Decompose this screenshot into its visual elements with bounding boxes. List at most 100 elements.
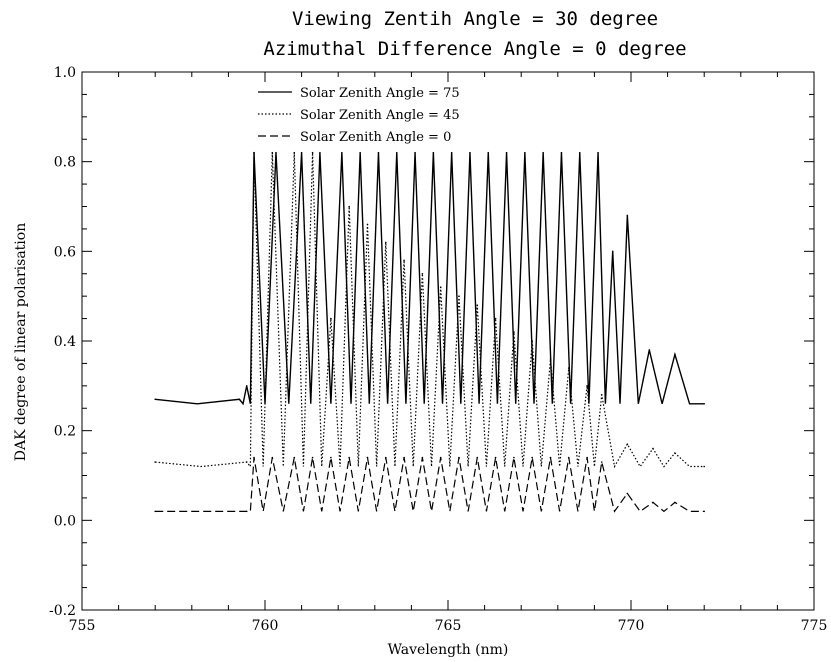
y-tick-label: 0.8: [54, 155, 76, 171]
legend-label: Solar Zenith Angle = 0: [300, 130, 451, 145]
y-axis-label: DAK degree of linear polarisation: [13, 223, 29, 461]
x-tick-label: 765: [435, 618, 462, 634]
data-point: [531, 340, 533, 342]
y-tick-label: 0.4: [54, 334, 76, 350]
y-tick-label: 1.0: [54, 65, 76, 81]
data-point: [597, 152, 599, 154]
data-point: [601, 394, 603, 396]
data-point: [239, 398, 241, 400]
data-point: [627, 493, 629, 495]
data-point: [246, 385, 248, 387]
data-point: [301, 152, 303, 154]
data-point: [330, 457, 332, 459]
data-point: [561, 152, 563, 154]
legend: Solar Zenith Angle = 75 Solar Zenith Angl…: [258, 86, 460, 145]
data-point: [440, 457, 442, 459]
data-point: [652, 448, 654, 450]
data-point: [649, 349, 651, 351]
data-point: [293, 457, 295, 459]
data-point: [414, 152, 416, 154]
data-point: [579, 152, 581, 154]
data-point: [542, 152, 544, 154]
series-line: [155, 153, 704, 404]
data-point: [253, 152, 255, 154]
data-point: [319, 152, 321, 154]
data-point: [586, 457, 588, 459]
data-point: [403, 457, 405, 459]
data-point: [385, 242, 387, 244]
data-point: [341, 152, 343, 154]
data-point: [275, 152, 277, 154]
y-tick-label: 0.6: [54, 244, 76, 260]
data-point: [487, 152, 489, 154]
data-point: [458, 457, 460, 459]
chart-title: Viewing Zentih Angle = 30 degree: [292, 8, 658, 30]
data-point: [476, 304, 478, 306]
x-tick-label: 770: [618, 618, 645, 634]
data-point: [359, 152, 361, 154]
series-1: [154, 152, 705, 405]
data-point: [440, 286, 442, 288]
data-point: [272, 152, 274, 154]
data-point: [422, 273, 424, 275]
data-point: [495, 457, 497, 459]
data-point: [253, 457, 255, 459]
data-point: [403, 260, 405, 262]
data-point: [458, 295, 460, 297]
data-point: [367, 457, 369, 459]
data-point: [348, 457, 350, 459]
x-tick-label: 760: [252, 618, 279, 634]
data-point: [348, 206, 350, 208]
x-axis-label: Wavelength (nm): [388, 642, 509, 658]
x-tick-label: 775: [801, 618, 828, 634]
data-point: [612, 251, 614, 253]
y-tick-label: 0.0: [54, 513, 76, 529]
data-point: [524, 152, 526, 154]
data-point: [451, 152, 453, 154]
legend-label: Solar Zenith Angle = 45: [300, 108, 460, 123]
data-point: [568, 457, 570, 459]
data-point: [246, 461, 248, 463]
data-point: [703, 466, 705, 468]
data-point: [378, 152, 380, 154]
data-point: [154, 461, 156, 463]
legend-label: Solar Zenith Angle = 75: [300, 86, 460, 101]
data-point: [674, 452, 676, 454]
data-point: [513, 457, 515, 459]
data-point: [674, 354, 676, 356]
data-point: [422, 457, 424, 459]
data-point: [272, 457, 274, 459]
data-point: [312, 457, 314, 459]
data-point: [469, 152, 471, 154]
y-tick-label: -0.2: [49, 603, 76, 619]
data-point: [513, 331, 515, 333]
data-point: [476, 457, 478, 459]
x-tick-label: 755: [69, 618, 96, 634]
data-point: [154, 511, 156, 513]
data-point: [568, 367, 570, 369]
y-ticks: -0.2 0.0 0.2 0.4 0.6 0.8 1.0: [49, 65, 814, 619]
data-point: [586, 385, 588, 387]
data-point: [495, 318, 497, 320]
x-ticks: 755 760 765 770 775: [69, 72, 828, 634]
data-point: [433, 152, 435, 154]
data-point: [367, 224, 369, 226]
data-point: [550, 457, 552, 459]
data-point: [154, 398, 156, 400]
series-3: [154, 457, 705, 512]
data-point: [531, 457, 533, 459]
data-point: [703, 511, 705, 513]
data-point: [627, 443, 629, 445]
series-layer: [154, 152, 705, 512]
y-tick-label: 0.2: [54, 424, 76, 440]
data-point: [330, 318, 332, 320]
series-line: [155, 458, 704, 512]
data-point: [246, 511, 248, 513]
data-point: [703, 403, 705, 405]
series-line: [155, 153, 704, 467]
data-point: [550, 358, 552, 360]
chart-subtitle: Azimuthal Difference Angle = 0 degree: [263, 38, 686, 60]
data-point: [396, 152, 398, 154]
plot-frame: [82, 72, 814, 610]
